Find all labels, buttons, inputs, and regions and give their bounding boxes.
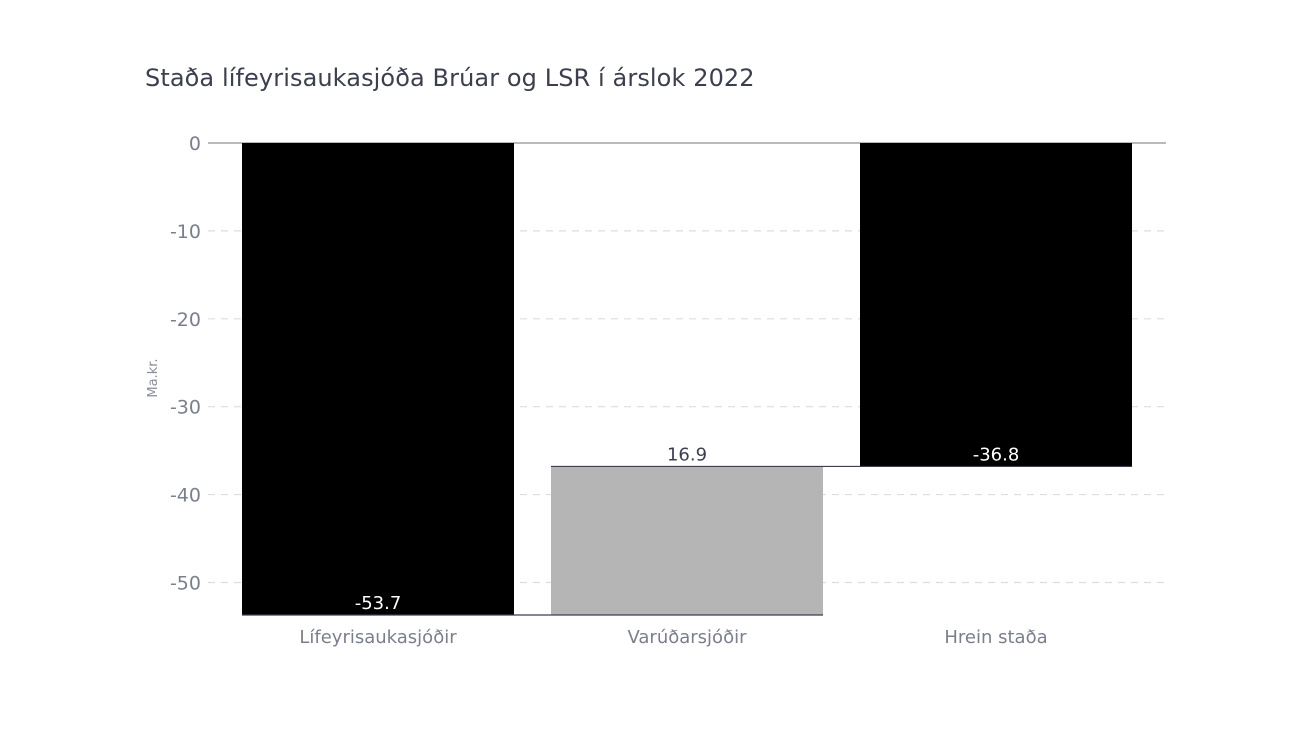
data-label: -53.7 <box>355 593 402 614</box>
bar-3 <box>860 143 1132 467</box>
data-label: 16.9 <box>667 444 707 465</box>
y-tick-label: -50 <box>170 572 201 594</box>
bar-1 <box>242 143 514 615</box>
y-tick-label: -10 <box>170 221 201 243</box>
x-category-label: Lífeyrisaukasjóðir <box>299 627 457 648</box>
y-tick-label: -40 <box>170 485 201 507</box>
chart-title: Staða lífeyrisaukasjóða Brúar og LSR í á… <box>145 64 755 92</box>
y-axis-label: Ma.kr. <box>146 358 161 397</box>
data-label: -36.8 <box>973 444 1020 465</box>
x-category-label: Varúðarsjóðir <box>627 627 747 648</box>
y-tick-label: -20 <box>170 309 201 331</box>
bar-2 <box>551 466 823 615</box>
x-category-label: Hrein staða <box>944 627 1047 648</box>
y-tick-label: -30 <box>170 397 201 419</box>
y-tick-label: 0 <box>189 133 201 155</box>
